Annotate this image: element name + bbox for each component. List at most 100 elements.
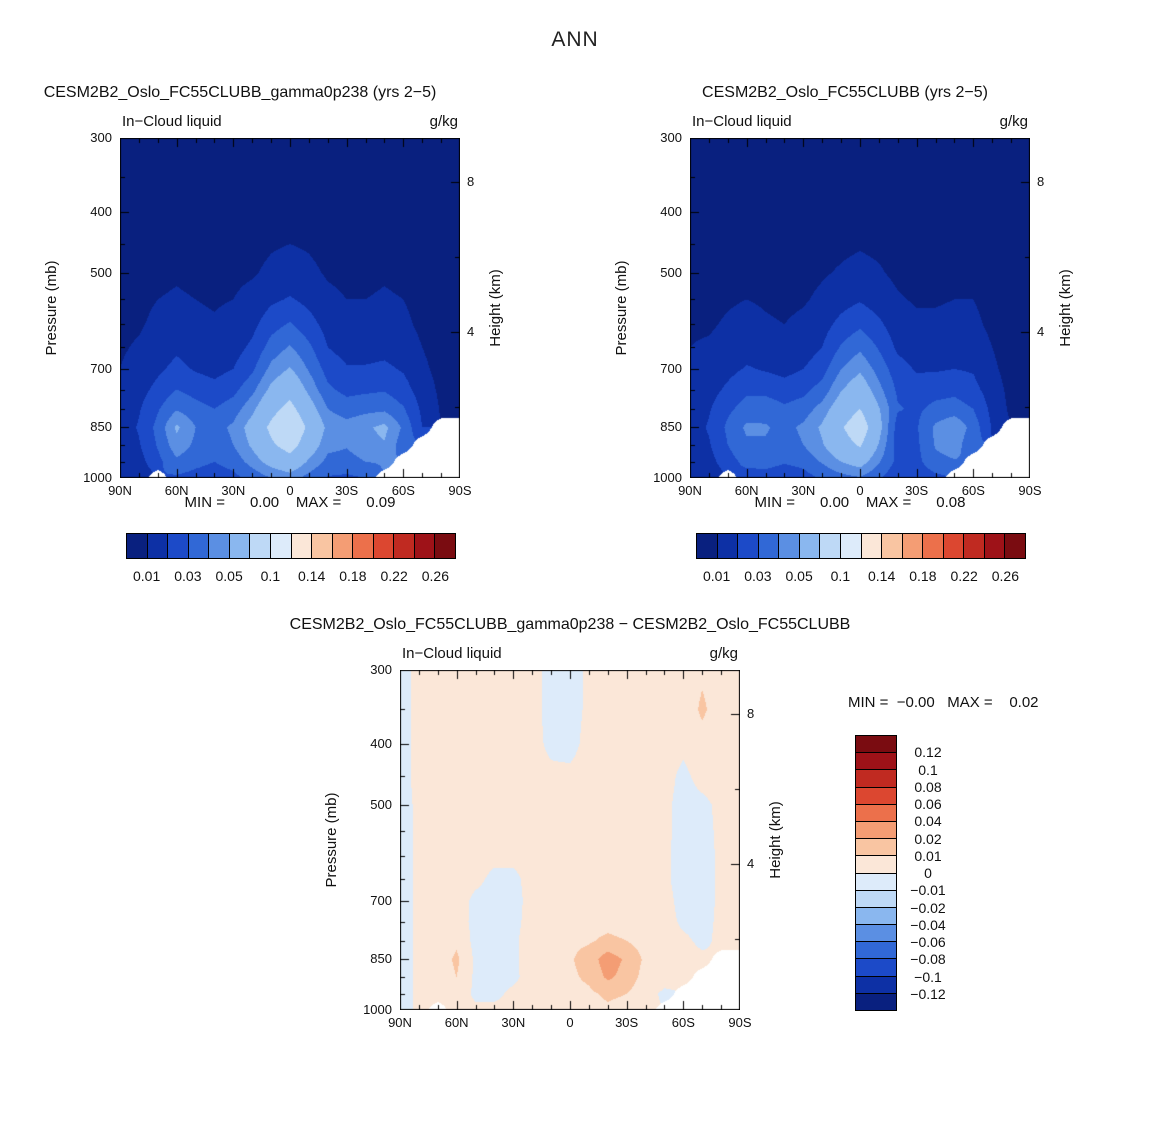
contour-plot-canvas: [120, 138, 460, 478]
colorbar: [126, 533, 456, 559]
colorbar-tick-label: 0.03: [174, 568, 202, 584]
contour-plot-canvas: [400, 670, 740, 1010]
colorbar-cell: [855, 803, 897, 822]
latitude-tick-label: 60N: [734, 483, 759, 498]
pressure-tick-label: 400: [660, 204, 682, 220]
colorbar-tick-label: 0.14: [868, 568, 896, 584]
field-label: In−Cloud liquid: [122, 113, 222, 130]
min-max-readout: MIN = 0.00 MAX = 0.09: [184, 494, 396, 511]
height-tick-label: 4: [1037, 323, 1045, 339]
pressure-tick-label: 500: [90, 264, 112, 280]
colorbar-cell: [737, 533, 759, 559]
colorbar-cell: [819, 533, 841, 559]
pressure-tick-label: 1000: [83, 470, 112, 485]
colorbar-tick-label: 0.05: [215, 568, 243, 584]
pressure-tick-label: 300: [370, 662, 392, 677]
latitude-tick-label: 90S: [448, 483, 472, 498]
height-tick-label: 8: [1037, 173, 1045, 189]
colorbar-tick-label: 0.18: [339, 568, 367, 584]
colorbar-tick-label: 0.18: [909, 568, 937, 584]
colorbar-cell: [855, 906, 897, 926]
colorbar-tick-label: 0.03: [744, 568, 772, 584]
pressure-tick-label: 300: [90, 130, 112, 145]
field-label: In−Cloud liquid: [692, 113, 792, 130]
min-max-readout: MIN = 0.00 MAX = 0.08: [754, 494, 966, 511]
colorbar-cell: [839, 533, 862, 559]
colorbar-cell: [922, 533, 944, 559]
colorbar-cell: [855, 889, 897, 908]
colorbar-tick-label: −0.12: [910, 985, 946, 1002]
latitude-tick-label: 60S: [671, 1015, 695, 1030]
colorbar-cell: [855, 924, 897, 943]
units-label: g/kg: [429, 113, 458, 130]
panel-case-control: CESM2B2_Oslo_FC55CLUBB (yrs 2−5) In−Clou…: [613, 84, 1074, 584]
colorbar-tick-label: 0.1: [260, 568, 281, 584]
colorbar-cell: [167, 533, 189, 559]
colorbar-cell: [126, 533, 148, 559]
latitude-tick-label: 90N: [388, 1015, 412, 1030]
colorbar-cell: [855, 958, 897, 977]
panel-title: CESM2B2_Oslo_FC55CLUBB_gamma0p238 − CESM…: [289, 616, 851, 633]
colorbar-cell: [413, 533, 436, 559]
latitude-tick-label: 30S: [905, 483, 929, 498]
colorbar: [855, 735, 897, 1011]
colorbar-cell: [716, 533, 739, 559]
field-label: In−Cloud liquid: [402, 645, 502, 662]
colorbar-cell: [311, 533, 333, 559]
colorbar-cell: [901, 533, 924, 559]
colorbar-cell: [146, 533, 169, 559]
latitude-tick-label: 60N: [164, 483, 189, 498]
colorbar-cell: [881, 533, 903, 559]
colorbar-cell: [434, 533, 456, 559]
pressure-tick-label: 1000: [653, 470, 682, 485]
colorbar-cell: [855, 941, 897, 960]
pressure-tick-label: 500: [370, 796, 392, 812]
units-label: g/kg: [999, 113, 1028, 130]
latitude-tick-label: 90S: [1018, 483, 1042, 498]
height-tick-label: 4: [467, 323, 475, 339]
colorbar-tick-label: 0.1: [830, 568, 851, 584]
colorbar-cell: [855, 769, 897, 788]
latitude-tick-label: 30N: [221, 483, 246, 498]
latitude-tick-label: 90N: [108, 483, 132, 498]
pressure-axis-label: Pressure (mb): [323, 792, 340, 888]
contour-plot-canvas: [690, 138, 1030, 478]
latitude-tick-label: 30N: [501, 1015, 526, 1030]
colorbar-tick-label: −0.04: [910, 916, 946, 933]
latitude-tick-label: 30N: [791, 483, 816, 498]
pressure-tick-label: 700: [90, 361, 112, 377]
height-tick-label: 4: [747, 855, 755, 871]
colorbar-cell: [372, 533, 395, 559]
pressure-tick-label: 850: [90, 419, 112, 435]
colorbar-tick-label: −0.08: [910, 951, 946, 968]
colorbar-cell: [963, 533, 985, 559]
pressure-tick-label: 850: [660, 419, 682, 435]
colorbar-tick-label: 0.01: [133, 568, 161, 584]
colorbar-cell: [187, 533, 210, 559]
latitude-tick-label: 0: [856, 483, 864, 498]
colorbar-tick-label: −0.1: [914, 968, 942, 985]
latitude-tick-label: 90S: [728, 1015, 752, 1030]
colorbar-cell: [798, 533, 821, 559]
colorbar-tick-label: −0.06: [910, 934, 946, 950]
pressure-tick-label: 300: [660, 130, 682, 145]
height-axis-label: Height (km): [1057, 269, 1074, 347]
colorbar-tick-label: −0.02: [910, 899, 946, 916]
height-axis-label: Height (km): [767, 801, 784, 879]
pressure-tick-label: 400: [90, 204, 112, 220]
colorbar-cell: [855, 872, 897, 891]
colorbar-cell: [855, 735, 897, 754]
colorbar-tick-label: 0.1: [918, 761, 938, 778]
colorbar-tick-label: 0.26: [421, 568, 449, 584]
colorbar-cell: [855, 975, 897, 994]
colorbar-cell: [855, 838, 897, 857]
pressure-tick-label: 1000: [363, 1002, 392, 1017]
panel-title: CESM2B2_Oslo_FC55CLUBB (yrs 2−5): [702, 84, 988, 101]
colorbar-cell: [855, 855, 897, 874]
panel-case-gamma0p238: CESM2B2_Oslo_FC55CLUBB_gamma0p238 (yrs 2…: [43, 84, 504, 584]
colorbar-cell: [331, 533, 354, 559]
colorbar-cell: [393, 533, 415, 559]
colorbar-tick-label: 0.14: [298, 568, 326, 584]
latitude-tick-label: 60S: [391, 483, 415, 498]
